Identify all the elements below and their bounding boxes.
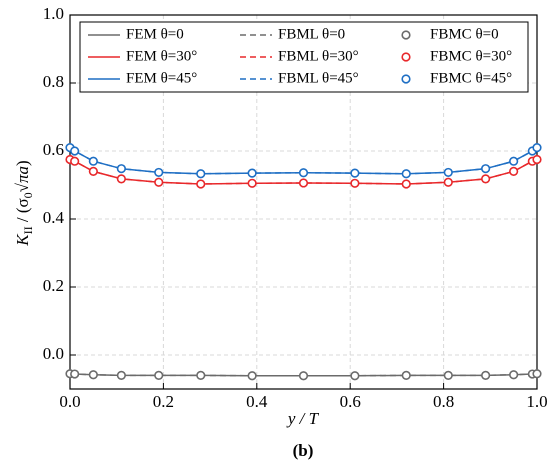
legend-label: FBMC θ=30° — [430, 48, 512, 64]
marker — [196, 169, 206, 179]
y-tick-label: 0.4 — [43, 208, 65, 227]
marker — [350, 371, 360, 381]
marker — [154, 177, 164, 187]
caption: (b) — [293, 441, 314, 460]
y-tick-label: 0.0 — [43, 344, 64, 363]
marker — [247, 178, 257, 188]
marker — [298, 371, 309, 381]
y-label-part: II — [21, 226, 35, 234]
legend-box — [79, 21, 529, 93]
legend-label: FEM θ=30° — [126, 48, 197, 64]
marker — [70, 369, 80, 379]
marker — [443, 167, 453, 178]
series-line — [69, 158, 538, 185]
y-tick-label: 1.0 — [43, 4, 64, 23]
y-tick-label: 0.6 — [43, 140, 64, 159]
x-axis-label: y / T — [286, 409, 320, 428]
legend-marker — [401, 30, 411, 40]
marker — [298, 178, 309, 188]
marker — [509, 156, 519, 166]
marker — [350, 178, 360, 188]
legend-label: FBML θ=0 — [278, 26, 345, 42]
marker — [481, 370, 491, 381]
x-tick-label: 0.2 — [153, 392, 174, 411]
legend-label: FBML θ=30° — [278, 48, 359, 64]
marker — [196, 179, 206, 189]
marker — [481, 174, 491, 184]
plot-frame — [69, 14, 538, 390]
y-label-part: K — [13, 233, 32, 247]
marker — [116, 174, 126, 184]
marker — [481, 164, 491, 174]
y-label-part: / (σ — [13, 198, 32, 226]
marker — [247, 168, 257, 178]
y-tick-label: 0.2 — [43, 276, 64, 295]
marker — [247, 371, 257, 381]
legend-label: FBMC θ=45° — [430, 70, 512, 86]
legend-marker — [401, 52, 411, 62]
x-tick-label: 0.4 — [246, 392, 268, 411]
marker — [88, 166, 98, 176]
y-label-part: √πa — [13, 166, 32, 192]
legend-label: FEM θ=0 — [126, 26, 184, 42]
marker — [116, 370, 126, 381]
marker — [88, 156, 98, 166]
legend-label: FEM θ=45° — [126, 70, 197, 86]
legend-marker — [401, 74, 411, 84]
marker — [154, 370, 164, 381]
x-tick-label: 0.8 — [433, 392, 454, 411]
marker — [350, 168, 360, 178]
marker — [88, 370, 98, 380]
marker — [532, 369, 542, 379]
y-axis-label: KII / (σ0√πa) — [13, 160, 35, 246]
marker — [70, 146, 80, 156]
marker — [401, 179, 411, 189]
series-line — [69, 146, 538, 175]
marker — [116, 164, 126, 174]
marker — [532, 143, 542, 153]
legend-label: FBML θ=45° — [278, 70, 359, 86]
marker — [70, 156, 80, 166]
marker — [443, 370, 453, 381]
marker — [154, 167, 164, 178]
marker — [401, 370, 411, 381]
marker — [532, 154, 542, 165]
marker — [509, 370, 519, 380]
marker — [443, 177, 453, 187]
marker — [298, 168, 309, 178]
x-tick-label: 0.0 — [59, 392, 80, 411]
marker — [196, 370, 206, 381]
marker — [509, 166, 519, 176]
y-tick-label: 0.8 — [43, 72, 64, 91]
marker — [401, 169, 411, 179]
y-label-part: 0 — [21, 192, 35, 198]
x-tick-label: 1.0 — [526, 392, 547, 411]
x-tick-label: 0.6 — [340, 392, 361, 411]
y-label-part: ) — [13, 160, 32, 166]
legend-label: FBMC θ=0 — [430, 26, 499, 42]
